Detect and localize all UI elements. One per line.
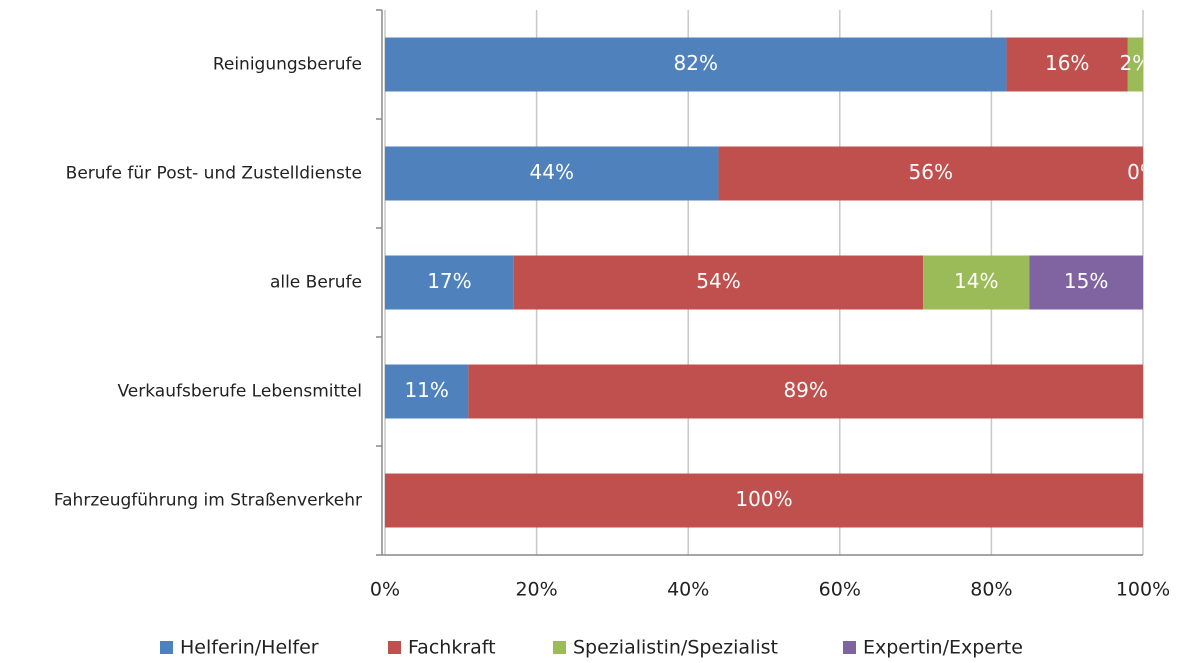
x-tick-label: 40% <box>667 579 709 601</box>
bar-segment <box>468 364 1143 419</box>
data-label: 54% <box>696 269 740 293</box>
data-label: 16% <box>1045 51 1089 75</box>
y-tick-label: Verkaufsberufe Lebensmittel <box>117 382 362 402</box>
bar-segment <box>385 37 1007 92</box>
bar-segment <box>1006 37 1128 92</box>
y-tick-label: Reinigungsberufe <box>213 55 362 75</box>
bar-segment <box>923 255 1030 310</box>
bar-segment <box>385 473 1143 528</box>
bar-segment <box>385 364 469 419</box>
data-label: 82% <box>674 51 718 75</box>
bar-segment <box>1127 37 1143 92</box>
x-tick-label: 60% <box>819 579 861 601</box>
data-label: 2% <box>1120 51 1152 75</box>
y-tick-label: Berufe für Post- und Zustelldienste <box>66 164 362 184</box>
x-tick-label: 20% <box>515 579 557 601</box>
legend-label: Helferin/Helfer <box>180 637 319 659</box>
legend-swatch <box>388 641 401 654</box>
plot-area: 82% 16% 2% 44% 56% 0% 17% 54% 14% 15% 11% 89% 100% <box>385 37 1159 528</box>
data-label: 0% <box>1127 160 1159 184</box>
x-tick-label: 80% <box>970 579 1012 601</box>
legend-label: Fachkraft <box>408 637 496 659</box>
bar-segment <box>385 146 719 201</box>
bar-segment <box>513 255 924 310</box>
y-tick-label: Fahrzeugführung im Straßenverkehr <box>54 491 362 511</box>
data-label: 17% <box>427 269 471 293</box>
data-label: 14% <box>954 269 998 293</box>
legend-label: Spezialistin/Spezialist <box>573 637 778 659</box>
data-label: 89% <box>783 378 827 402</box>
data-label: 56% <box>909 160 953 184</box>
data-label: 15% <box>1064 269 1108 293</box>
x-tick-label: 100% <box>1116 579 1170 601</box>
x-tick-label: 0% <box>370 579 400 601</box>
data-label: 100% <box>735 487 792 511</box>
legend-swatch <box>160 641 173 654</box>
bar-segment <box>385 255 514 310</box>
bar-segment <box>718 146 1143 201</box>
bar-segment <box>1029 255 1143 310</box>
legend-swatch <box>553 641 566 654</box>
y-tick-label: alle Berufe <box>270 273 362 293</box>
data-label: 11% <box>404 378 448 402</box>
data-label: 44% <box>530 160 574 184</box>
legend-label: Expertin/Experte <box>863 637 1023 659</box>
legend-swatch <box>843 641 856 654</box>
